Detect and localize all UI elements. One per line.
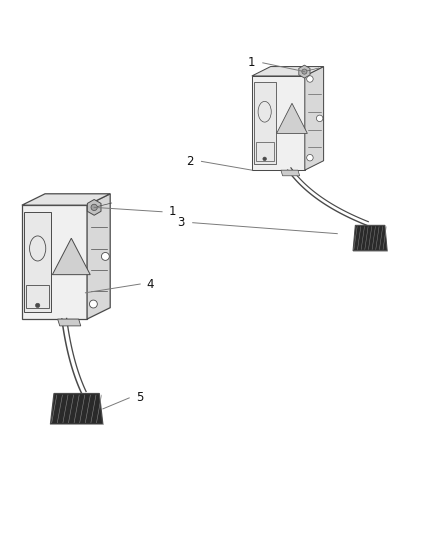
Text: 2: 2	[186, 155, 194, 168]
Polygon shape	[277, 103, 307, 133]
Text: 5: 5	[136, 391, 143, 405]
Text: 3: 3	[177, 216, 185, 229]
Polygon shape	[281, 170, 300, 176]
Ellipse shape	[263, 157, 266, 160]
Polygon shape	[22, 205, 87, 319]
Polygon shape	[22, 194, 110, 205]
Polygon shape	[353, 225, 387, 251]
Text: 1: 1	[247, 56, 255, 69]
Ellipse shape	[35, 303, 40, 308]
Polygon shape	[24, 212, 51, 312]
Polygon shape	[305, 67, 324, 170]
Polygon shape	[58, 319, 81, 326]
Polygon shape	[252, 76, 305, 170]
Ellipse shape	[307, 76, 313, 82]
Polygon shape	[252, 67, 324, 76]
Ellipse shape	[316, 115, 323, 122]
Text: 1: 1	[169, 205, 176, 218]
Text: 4: 4	[147, 278, 154, 290]
Ellipse shape	[89, 300, 97, 308]
Polygon shape	[50, 393, 103, 424]
Polygon shape	[299, 65, 310, 78]
Ellipse shape	[102, 253, 110, 260]
Polygon shape	[87, 199, 101, 215]
Polygon shape	[87, 194, 110, 319]
Polygon shape	[254, 82, 276, 165]
Ellipse shape	[302, 69, 307, 74]
Ellipse shape	[89, 205, 97, 213]
Ellipse shape	[307, 155, 313, 161]
Ellipse shape	[91, 204, 97, 211]
Polygon shape	[53, 238, 90, 274]
